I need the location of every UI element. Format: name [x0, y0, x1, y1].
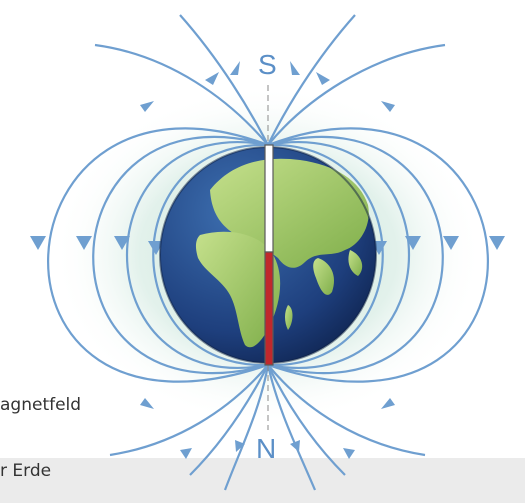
field-arrow-icon — [235, 440, 245, 452]
field-arrow-icon — [114, 236, 130, 250]
field-line-right-4 — [267, 143, 384, 367]
field-ray-bottom-1 — [189, 364, 269, 476]
field-line-left-3 — [125, 141, 269, 369]
field-ray-bottom-2 — [267, 364, 346, 476]
field-arrow-icon — [205, 72, 219, 85]
field-ray-top-2 — [267, 14, 356, 146]
caption: agnetfeld r Erde — [0, 350, 81, 503]
field-arrow-icon — [180, 448, 192, 459]
field-arrow-icon — [381, 398, 395, 409]
field-arrow-icon — [140, 398, 154, 409]
field-line-left-4 — [152, 143, 269, 367]
field-line-left-outer — [47, 127, 269, 383]
north-pole-label: N — [256, 433, 276, 464]
field-lines — [47, 14, 489, 491]
field-ray-top-4 — [267, 43, 446, 146]
field-ray-top-3 — [94, 43, 269, 146]
field-arrow-icon — [30, 236, 46, 250]
field-ray-bottom-4 — [267, 364, 426, 457]
field-arrow-icon — [76, 236, 92, 250]
south-pole-label: S — [258, 49, 277, 80]
field-line-right-2 — [267, 136, 444, 374]
field-ray-top-1 — [179, 14, 269, 146]
caption-line-1: agnetfeld — [0, 395, 82, 415]
field-arrow-icon — [290, 61, 300, 75]
caption-line-2: r Erde — [0, 461, 52, 481]
field-arrow-icon — [405, 236, 421, 250]
field-arrow-icon — [343, 448, 355, 459]
field-line-right-3 — [267, 141, 411, 369]
field-arrow-icon — [489, 236, 505, 250]
field-line-left-2 — [92, 136, 269, 374]
field-arrow-icon — [381, 101, 395, 112]
field-arrow-icon — [230, 61, 240, 75]
field-arrow-icon — [290, 440, 300, 452]
field-ray-bottom-3 — [109, 364, 269, 457]
field-ray-bottom-5 — [223, 364, 270, 491]
field-arrow-icon — [140, 101, 154, 112]
field-arrow-icon — [443, 236, 459, 250]
field-line-right-outer — [267, 127, 489, 383]
field-arrows — [30, 61, 505, 459]
bar-magnet-icon — [264, 144, 274, 366]
bottom-strip — [0, 458, 525, 503]
field-arrow-icon — [316, 72, 330, 85]
field-ray-bottom-6 — [266, 364, 317, 491]
